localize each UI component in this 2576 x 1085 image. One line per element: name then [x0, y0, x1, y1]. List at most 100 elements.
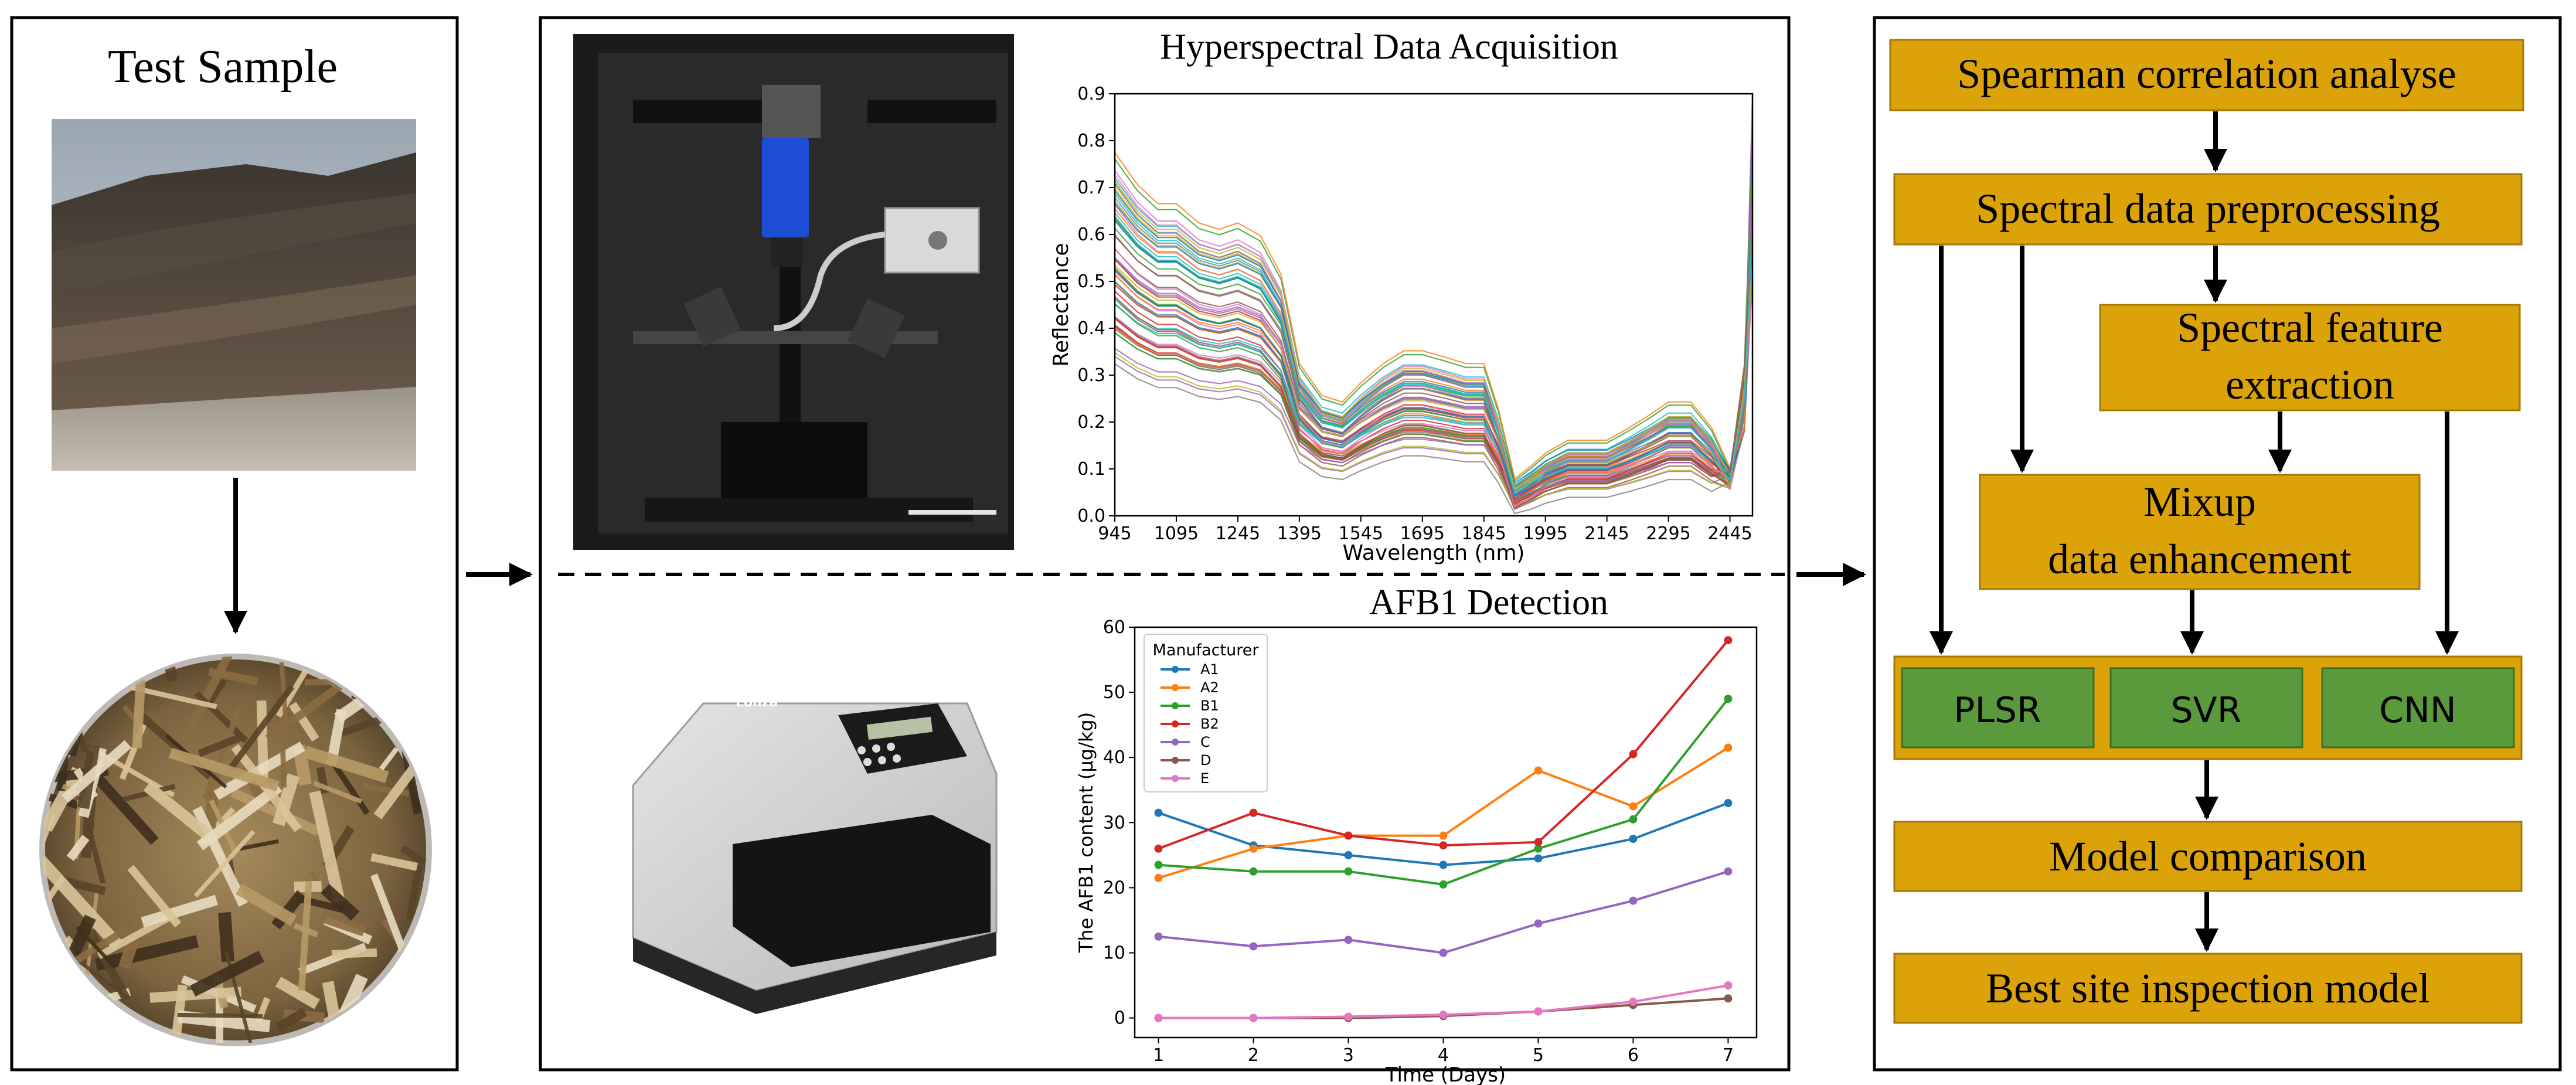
data-point — [1724, 636, 1733, 645]
spectrum-line — [1115, 197, 1753, 490]
straw-piece — [143, 781, 217, 844]
straw-piece — [331, 948, 377, 959]
field-photo — [52, 119, 416, 471]
y-tick-label: 20 — [1103, 877, 1125, 898]
y-tick-label: 0.5 — [1077, 271, 1105, 292]
straw-piece — [224, 951, 257, 1043]
y-tick-label: 0.8 — [1077, 131, 1105, 151]
straw-piece — [275, 1008, 308, 1032]
x-tick-label: 1245 — [1216, 523, 1260, 544]
data-point — [1249, 1013, 1258, 1022]
data-point — [1629, 802, 1638, 811]
data-point — [1249, 844, 1258, 853]
model-svr-box — [2109, 667, 2303, 749]
straw-piece — [42, 657, 110, 688]
step-mixup: Mixup data enhancement — [1979, 474, 2421, 590]
model-svr-label: SVR — [2171, 690, 2242, 731]
legend-entry: E — [1200, 770, 1209, 787]
data-point — [1724, 994, 1733, 1003]
spectrum-line — [1115, 152, 1753, 504]
straw-piece — [92, 773, 159, 845]
spectral-chart: 945 1095 1245 1395 1545 1695 1845 1995 2145 2295 2… — [1049, 84, 1754, 565]
legend-entry: B2 — [1200, 716, 1219, 732]
step-comparison-label: Model comparison — [2049, 833, 2367, 880]
x-tick-label: 2445 — [1707, 523, 1752, 544]
straw-piece — [239, 839, 279, 851]
straw-piece — [190, 950, 264, 997]
straw-piece — [132, 679, 146, 749]
straw-piece — [326, 709, 347, 766]
data-point — [1344, 1012, 1353, 1021]
straw-piece — [42, 936, 76, 986]
y-tick-label: 0.2 — [1077, 412, 1105, 433]
legend-marker — [1172, 720, 1179, 727]
spectrum-line — [1115, 168, 1753, 494]
spectrum-line — [1115, 272, 1753, 494]
straw-piece — [370, 853, 418, 871]
straw-piece — [53, 678, 95, 688]
straw-piece — [298, 881, 312, 991]
data-point — [1439, 1011, 1448, 1019]
straw-piece — [335, 713, 391, 739]
spectrum-line — [1115, 248, 1753, 508]
test-sample-panel — [10, 16, 459, 1072]
x-tick-label: 1 — [1153, 1045, 1164, 1066]
straw-piece — [66, 835, 90, 861]
model-plsr-label: PLSR — [1954, 690, 2041, 731]
y-tick-label: 10 — [1103, 943, 1125, 964]
data-point — [1344, 831, 1353, 840]
data-point — [1724, 695, 1733, 703]
spectrum-line — [1115, 140, 1753, 488]
data-point — [1154, 844, 1163, 853]
data-point — [1439, 880, 1448, 889]
straw-piece — [177, 1012, 263, 1019]
legend-entry: B1 — [1200, 698, 1219, 714]
spectrum-line — [1115, 213, 1753, 496]
step-feature-label-1: Spectral feature — [2177, 304, 2443, 351]
data-point — [1439, 831, 1448, 840]
data-point — [1534, 766, 1543, 775]
straw-piece — [193, 829, 256, 898]
straw-piece — [379, 747, 399, 771]
spectrum-line — [1115, 284, 1753, 505]
step-feature-extraction: Spectral feature extraction — [2099, 304, 2521, 411]
data-point — [1534, 838, 1543, 846]
straw-piece — [403, 981, 429, 1023]
straw-piece — [403, 657, 429, 738]
step-mixup-label-1: Mixup — [2143, 478, 2256, 525]
legend-box — [1144, 634, 1268, 793]
spectral-y-label: Reflectance — [1049, 243, 1073, 366]
straw-piece — [404, 713, 429, 738]
y-tick-label: 60 — [1103, 617, 1125, 638]
y-tick-label: 30 — [1103, 812, 1125, 833]
spectral-title: Hyperspectral Data Acquisition — [1160, 27, 1618, 67]
data-point — [1439, 948, 1448, 957]
spectrum-line — [1115, 223, 1753, 509]
x-tick-label: 2295 — [1646, 523, 1690, 544]
y-tick-label: 0.3 — [1077, 365, 1105, 386]
straw-piece — [321, 883, 360, 921]
spectrum-line — [1115, 234, 1753, 496]
straw-piece — [406, 865, 423, 920]
spectrum-line — [1115, 127, 1753, 489]
straw-piece — [385, 657, 429, 674]
x-tick-label: 5 — [1533, 1045, 1544, 1066]
spectrum-line — [1115, 215, 1753, 492]
x-tick-label: 2145 — [1584, 523, 1629, 544]
data-point — [1724, 799, 1733, 807]
straw-piece — [377, 667, 404, 727]
legend-marker — [1172, 775, 1179, 782]
straw-piece — [130, 685, 217, 709]
straw-piece — [97, 913, 173, 960]
hyperspectral-camera-photo — [573, 34, 1014, 550]
spectral-plot-frame — [1114, 93, 1754, 517]
straw-piece — [313, 781, 362, 804]
straw-piece — [64, 991, 81, 1039]
data-point — [1534, 919, 1543, 928]
straw-piece — [273, 773, 300, 826]
spectrum-line — [1115, 268, 1753, 510]
y-tick-label: 0.7 — [1077, 178, 1105, 198]
spectrum-line — [1115, 144, 1753, 491]
spectrum-line — [1115, 212, 1753, 495]
